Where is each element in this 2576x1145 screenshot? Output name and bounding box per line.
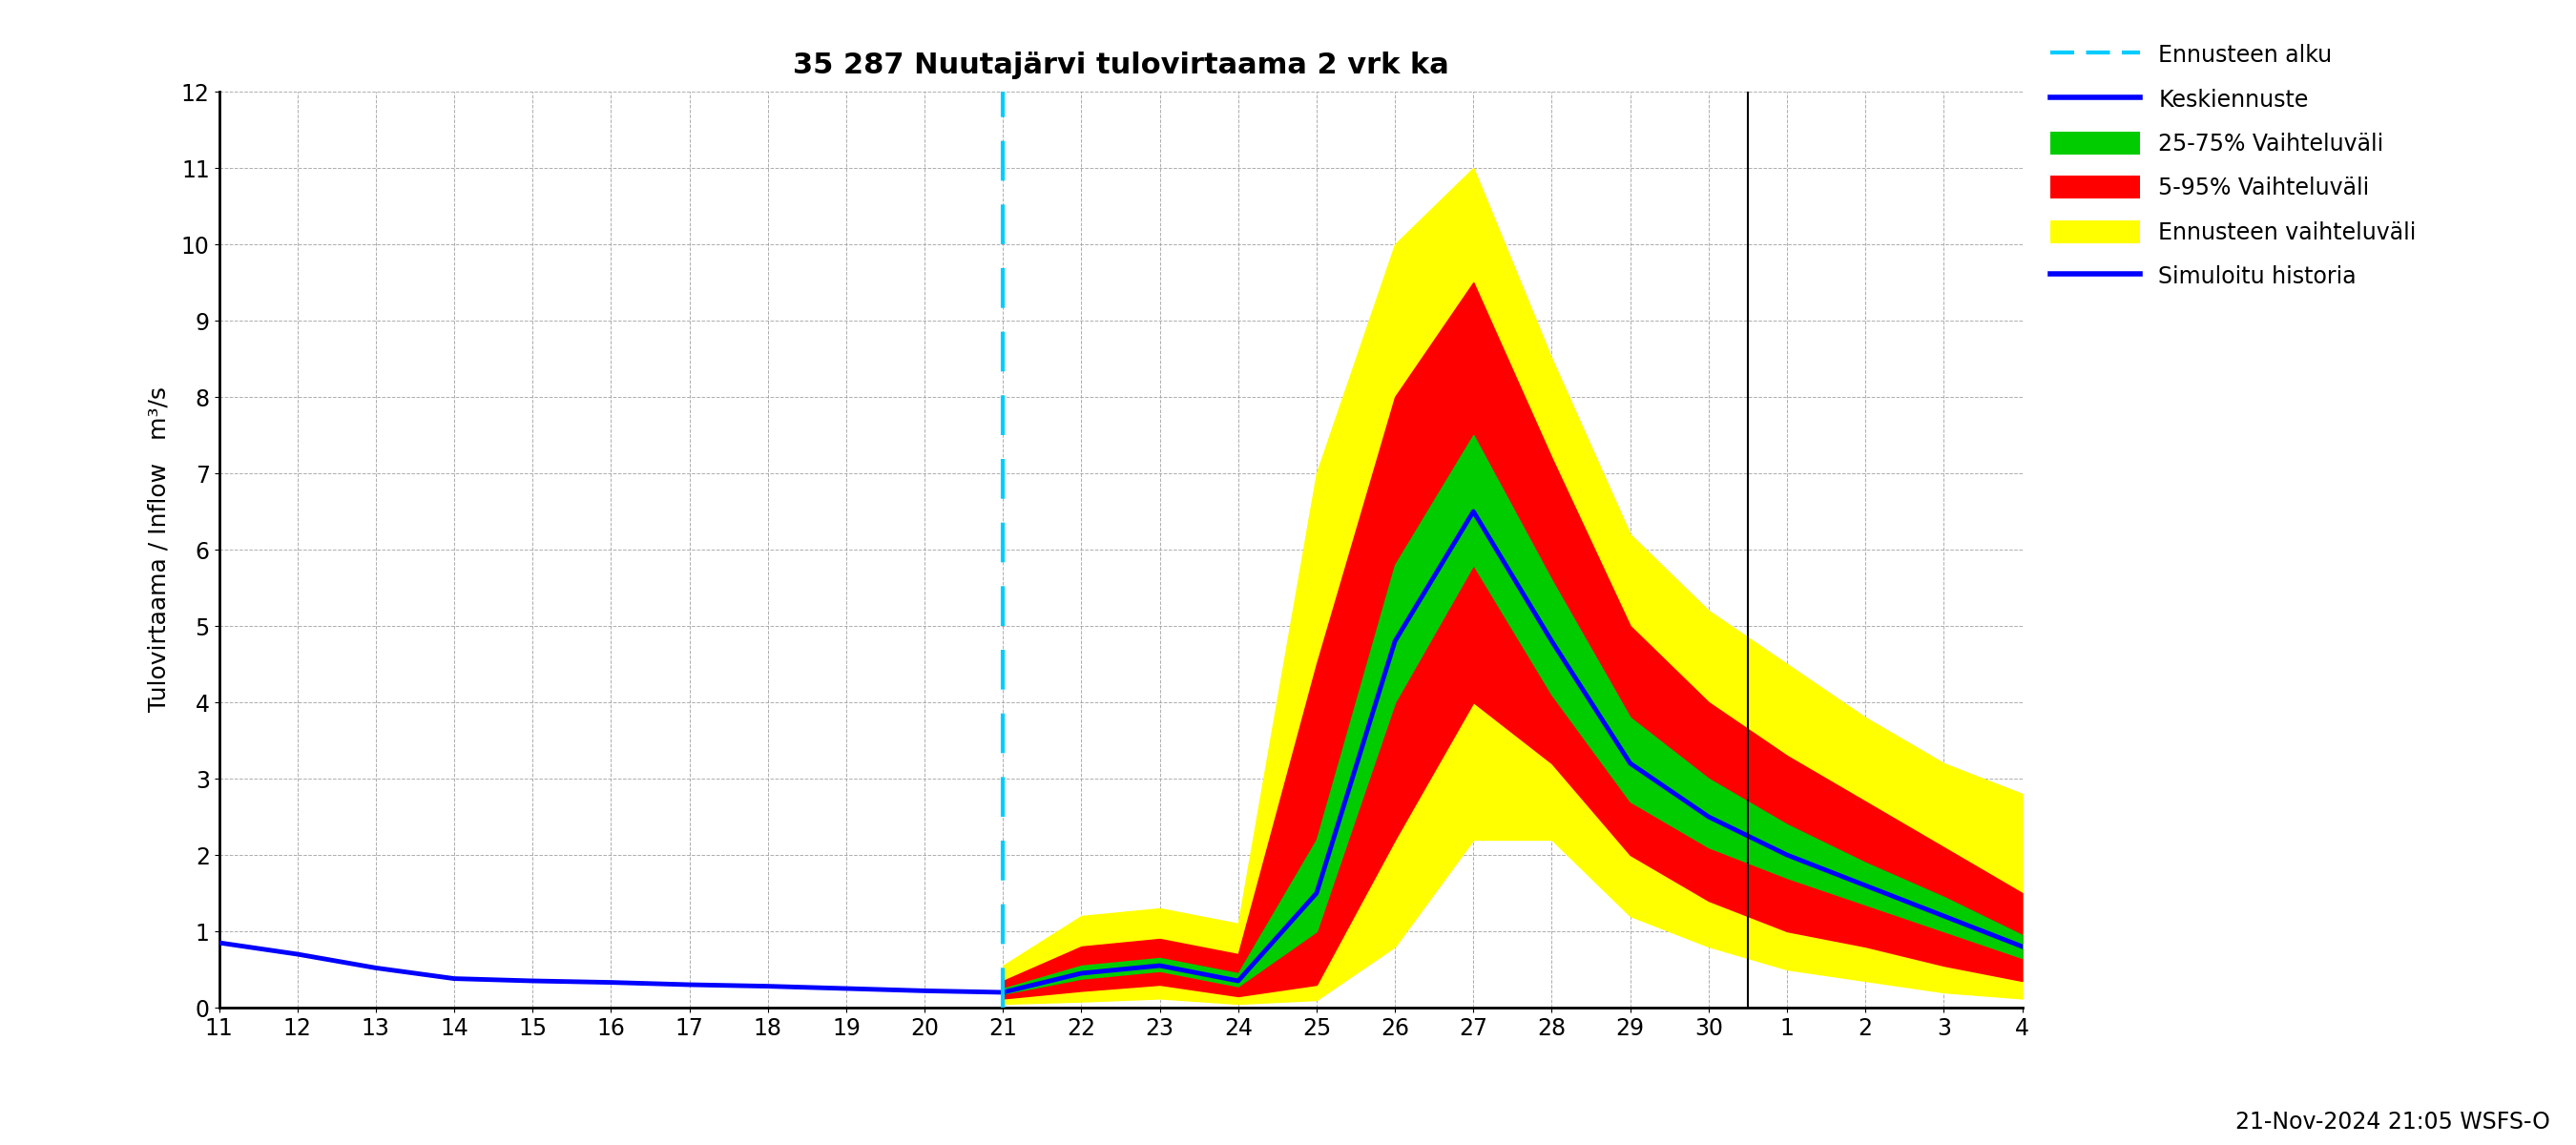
Y-axis label: Tulovirtaama / Inflow   m³/s: Tulovirtaama / Inflow m³/s [147,387,170,712]
Legend: Ennusteen alku, Keskiennuste, 25-75% Vaihteluväli, 5-95% Vaihteluväli, Ennusteen: Ennusteen alku, Keskiennuste, 25-75% Vai… [2040,34,2424,297]
Title: 35 287 Nuutajärvi tulovirtaama 2 vrk ka: 35 287 Nuutajärvi tulovirtaama 2 vrk ka [793,52,1448,79]
Text: 21-Nov-2024 21:05 WSFS-O: 21-Nov-2024 21:05 WSFS-O [2236,1111,2550,1134]
